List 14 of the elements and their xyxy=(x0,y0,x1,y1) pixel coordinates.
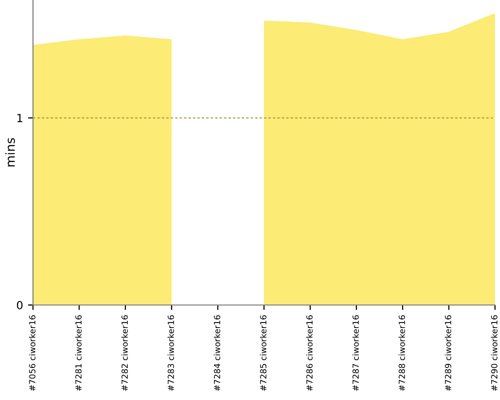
x-tick-label: #7288 ciworker16 xyxy=(398,315,406,391)
y-tick-label: 1 xyxy=(17,114,22,122)
x-tick-label: #7289 ciworker16 xyxy=(444,315,452,391)
x-tick-label: #7290 ciworker16 xyxy=(490,315,498,391)
x-tick-label: #7284 ciworker16 xyxy=(214,315,220,391)
x-tick-label: #7286 ciworker16 xyxy=(306,315,313,391)
x-tick-label: #7281 ciworker16 xyxy=(75,315,82,391)
x-tick-label: #7056 ciworker16 xyxy=(28,315,36,391)
x-tick-label: #7285 ciworker16 xyxy=(260,315,266,391)
y-axis-title: mins xyxy=(5,138,15,166)
y-tick-label: 0 xyxy=(16,300,23,310)
x-tick-label: #7282 ciworker16 xyxy=(121,315,128,391)
x-tick-label: #7287 ciworker16 xyxy=(352,315,359,391)
x-tick-label: #7283 ciworker16 xyxy=(168,315,174,391)
